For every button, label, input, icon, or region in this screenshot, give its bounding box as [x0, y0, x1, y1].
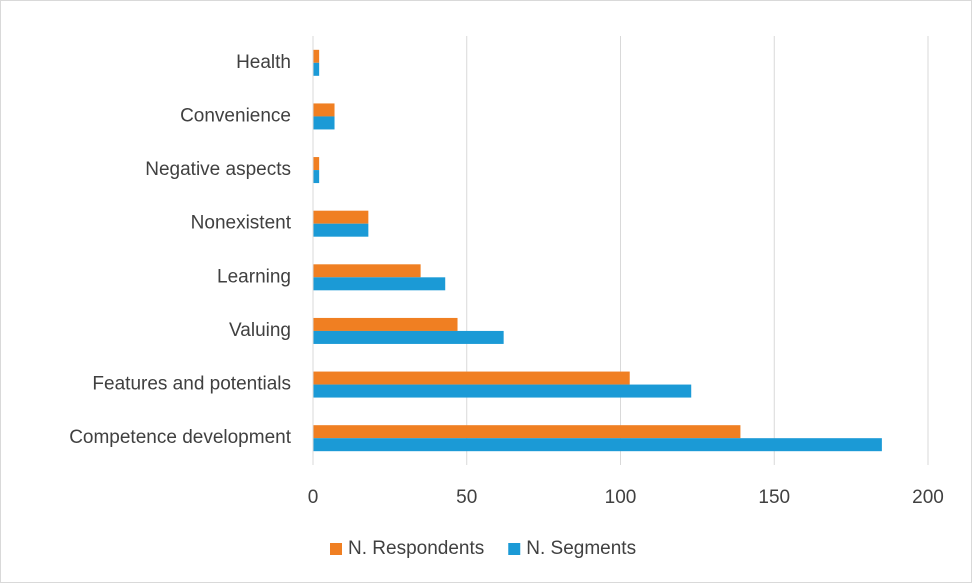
y-tick-label: Learning [217, 266, 291, 287]
y-tick-label: Nonexistent [191, 213, 292, 234]
x-tick-label: 50 [456, 487, 477, 508]
bar [313, 223, 369, 237]
bar [313, 438, 882, 452]
y-tick-label: Health [236, 52, 291, 73]
bar [313, 330, 504, 344]
y-tick-label: Convenience [180, 105, 291, 126]
bar [313, 210, 369, 224]
legend-swatch [508, 543, 521, 555]
bar [313, 157, 320, 171]
bar [313, 170, 320, 184]
y-tick-label: Features and potentials [92, 374, 291, 395]
bar [313, 264, 421, 278]
bar [313, 277, 446, 291]
bar [313, 116, 335, 130]
bar [313, 317, 458, 331]
y-tick-label: Competence development [69, 427, 292, 448]
bar [313, 62, 320, 76]
bar [313, 384, 692, 398]
legend-label: N. Segments [526, 538, 636, 559]
y-tick-label: Valuing [229, 320, 291, 341]
x-tick-label: 150 [758, 487, 790, 508]
legend-label: N. Respondents [348, 538, 484, 559]
bar [313, 371, 630, 385]
y-tick-label: Negative aspects [145, 159, 291, 180]
x-tick-label: 200 [912, 487, 944, 508]
bar [313, 103, 335, 117]
x-tick-label: 100 [605, 487, 637, 508]
bar [313, 49, 320, 63]
bar [313, 425, 741, 439]
x-tick-label: 0 [308, 487, 319, 508]
legend-swatch [330, 543, 342, 555]
